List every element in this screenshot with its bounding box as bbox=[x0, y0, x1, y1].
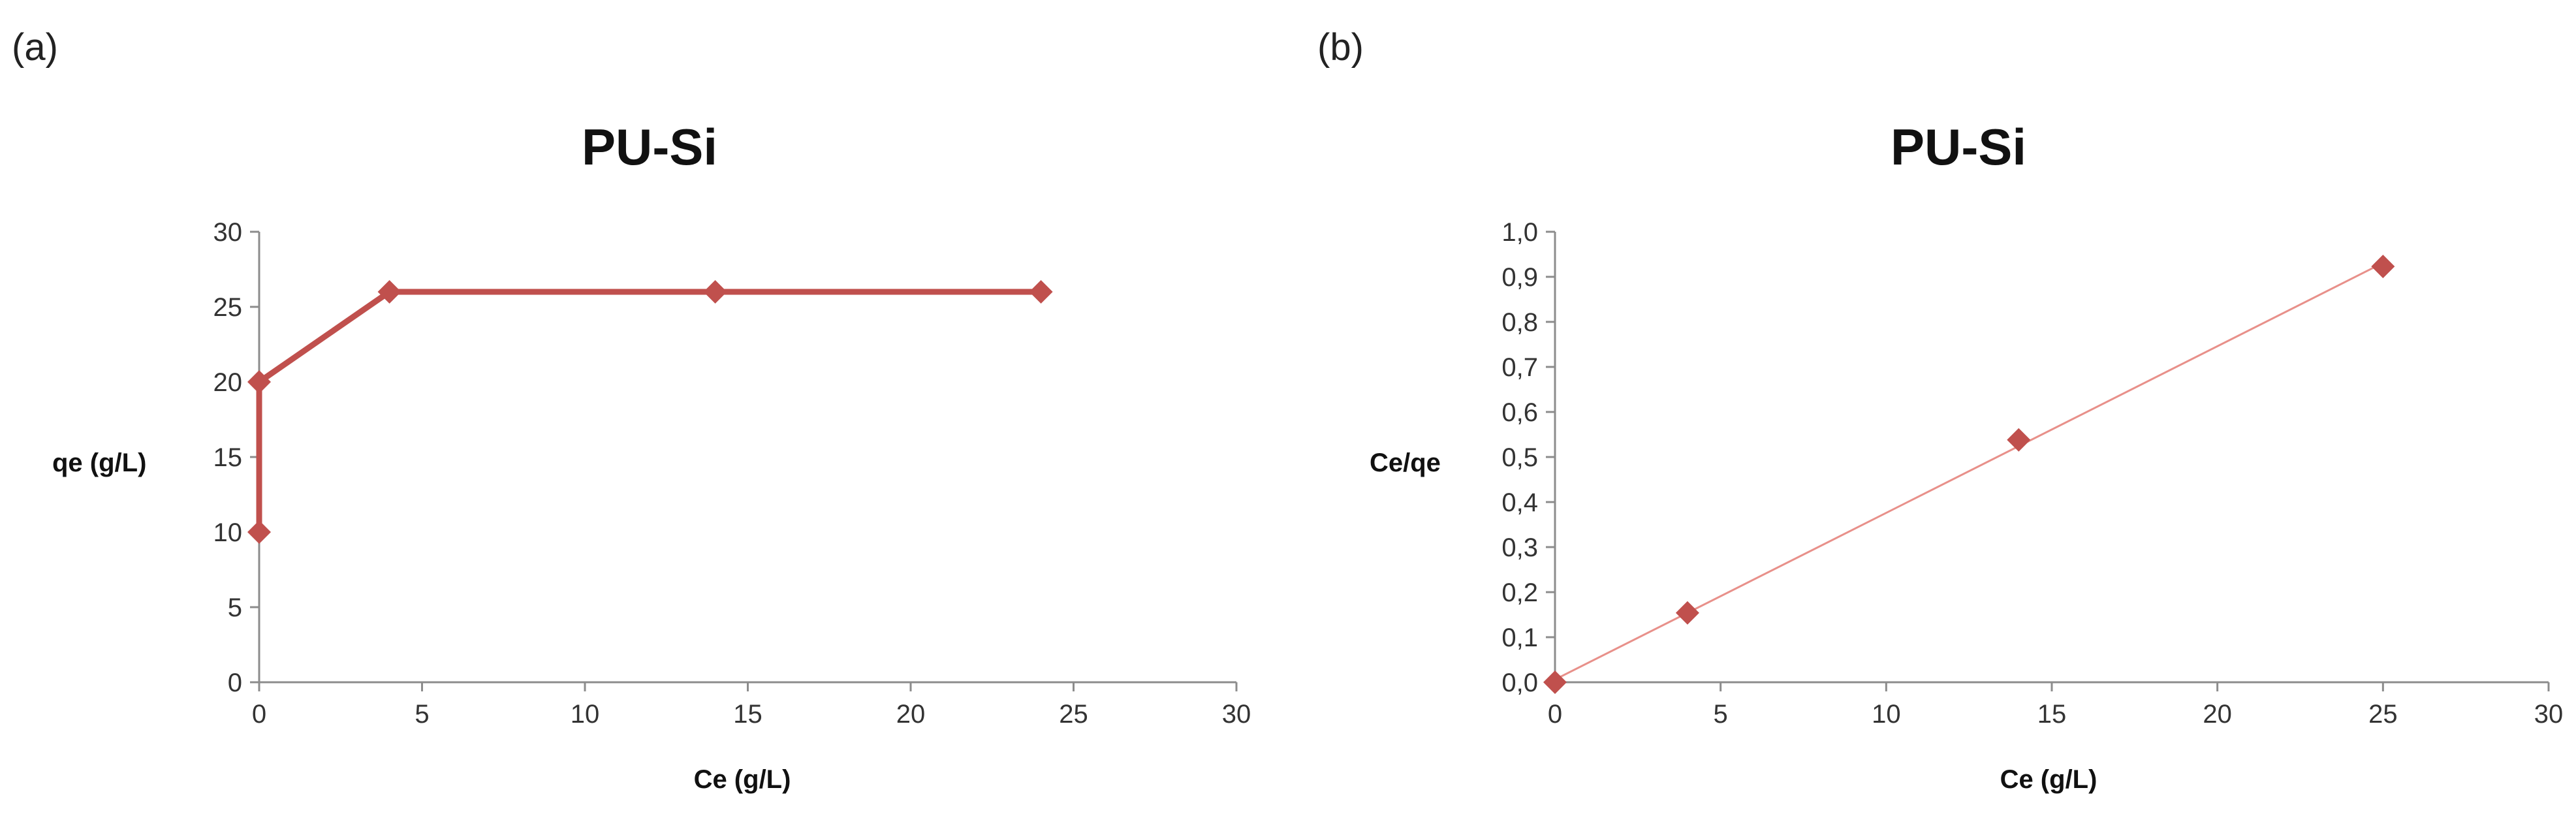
panel-a-x-tick-label: 25 bbox=[1059, 700, 1088, 729]
panel-b-data-point bbox=[2007, 428, 2031, 452]
panel-b-x-axis-title: Ce (g/L) bbox=[2000, 765, 2097, 794]
panel-a-y-tick-label: 15 bbox=[213, 443, 243, 472]
panel-a-x-tick-label: 5 bbox=[415, 700, 429, 729]
panel-b-trendline bbox=[1554, 262, 2384, 681]
panel-a-series bbox=[247, 280, 1053, 544]
panel-b-title: PU-Si bbox=[1891, 118, 2026, 176]
panel-b-data-point bbox=[1675, 601, 1699, 625]
panel-b-y-tick-label: 0,9 bbox=[1501, 263, 1538, 292]
panel-a-series-line bbox=[256, 289, 1041, 532]
panel-b-x-tick-label: 15 bbox=[2037, 700, 2067, 729]
panel-a-data-point bbox=[247, 370, 271, 394]
panel-b-x-tick-label: 20 bbox=[2203, 700, 2232, 729]
panel-a-label: (a) bbox=[12, 26, 58, 69]
panel-a-axes: 0 5 10 15 20 25 30 0 5 10 15 20 25 30 bbox=[213, 218, 1251, 729]
panel-b-series bbox=[1543, 255, 2395, 694]
panel-b-y-tick-label: 0,5 bbox=[1501, 443, 1538, 472]
panel-b-data-point bbox=[2371, 255, 2395, 279]
panel-a-data-point bbox=[377, 280, 401, 304]
panel-a-y-axis-title: qe (g/L) bbox=[52, 449, 146, 477]
panel-b-y-tick-label: 1,0 bbox=[1501, 218, 1538, 247]
panel-a-chart: (a) PU-Si qe (g/L) Ce (g/L) 0 5 10 15 20 25 30… bbox=[12, 26, 1251, 794]
panel-b-y-tick-label: 0,6 bbox=[1501, 398, 1538, 427]
panel-a-x-tick-label: 10 bbox=[571, 700, 600, 729]
panel-b-x-tick-label: 30 bbox=[2534, 700, 2564, 729]
panel-a-y-tick-label: 20 bbox=[213, 368, 243, 397]
panel-a-y-tick-label: 5 bbox=[228, 593, 242, 622]
panel-a-y-tick-label: 25 bbox=[213, 293, 243, 322]
panel-a-x-axis-title: Ce (g/L) bbox=[694, 765, 791, 794]
panel-a-y-tick-label: 0 bbox=[228, 669, 242, 697]
panel-a-data-point bbox=[703, 280, 727, 304]
panel-b-y-tick-label: 0,0 bbox=[1501, 669, 1538, 697]
panel-a-y-tick-label: 30 bbox=[213, 218, 243, 247]
panel-a-x-tick-label: 20 bbox=[896, 700, 926, 729]
panel-b-y-tick-label: 0,7 bbox=[1501, 353, 1538, 382]
panel-a-data-point bbox=[247, 520, 271, 544]
panel-a-x-tick-label: 0 bbox=[252, 700, 266, 729]
panel-b-x-tick-label: 10 bbox=[1872, 700, 1901, 729]
panel-b-y-tick-label: 0,8 bbox=[1501, 308, 1538, 337]
panel-b-x-tick-label: 5 bbox=[1714, 700, 1728, 729]
panel-b-trendline-group bbox=[1554, 262, 2384, 681]
panel-a-y-tick-label: 10 bbox=[213, 518, 243, 547]
panel-b-y-tick-label: 0,3 bbox=[1501, 533, 1538, 562]
panel-b-y-tick-label: 0,4 bbox=[1501, 488, 1538, 517]
panel-b-axes: 0,0 0,1 0,2 0,3 0,4 0,5 0,6 0,7 0,8 0,9 1,0 0 5 10 15 2… bbox=[1501, 218, 2563, 729]
panel-a-x-tick-label: 30 bbox=[1222, 700, 1251, 729]
panel-a-data-point bbox=[1029, 280, 1053, 304]
panel-b-data-point bbox=[1543, 670, 1567, 694]
panel-b-label: (b) bbox=[1317, 26, 1364, 69]
panel-b-y-tick-label: 0,2 bbox=[1501, 578, 1538, 607]
panel-b-x-tick-label: 25 bbox=[2368, 700, 2398, 729]
panel-b-chart: (b) PU-Si Ce/qe Ce (g/L) 0,0 0,1 0,2 0,3 0,4… bbox=[1317, 26, 2563, 794]
panel-b-y-tick-label: 0,1 bbox=[1501, 623, 1538, 652]
panel-b-y-axis-title: Ce/qe bbox=[1370, 449, 1441, 477]
panel-a-x-tick-label: 15 bbox=[733, 700, 762, 729]
panel-b-x-tick-label: 0 bbox=[1548, 700, 1562, 729]
panel-a-title: PU-Si bbox=[582, 118, 717, 176]
